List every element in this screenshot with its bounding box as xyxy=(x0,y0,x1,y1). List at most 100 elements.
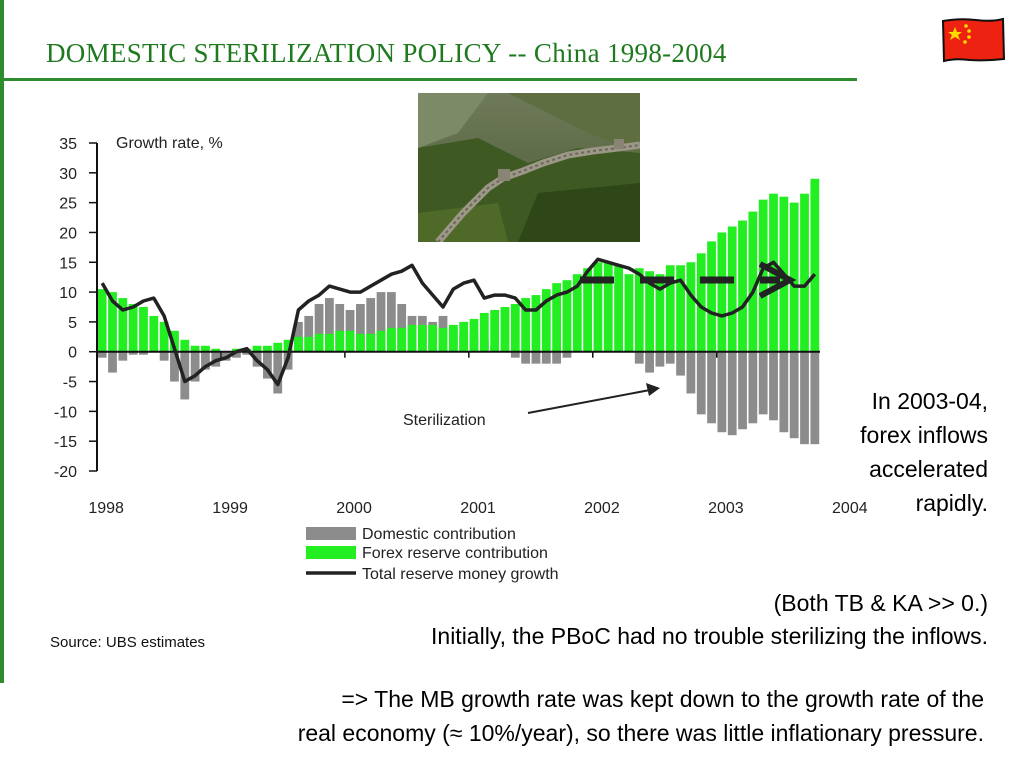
domestic-bar xyxy=(738,351,747,430)
forex-bar xyxy=(159,321,169,352)
domestic-bar xyxy=(139,351,148,355)
forex-bar xyxy=(469,318,479,352)
side-note: In 2003-04, forex inflows accelerated ra… xyxy=(860,388,988,516)
forex-bar xyxy=(541,289,551,352)
domestic-bar xyxy=(273,351,283,394)
domestic-bar xyxy=(108,351,117,373)
y-tick-label: 35 xyxy=(59,136,77,153)
forex-bar xyxy=(707,241,716,352)
forex-bar xyxy=(738,220,747,352)
domestic-bar xyxy=(386,292,396,352)
forex-bar xyxy=(97,289,107,352)
forex-bar xyxy=(335,330,345,352)
forex-bar xyxy=(139,307,148,352)
legend-swatch-forex xyxy=(306,546,356,559)
y-tick-label: -5 xyxy=(63,375,77,392)
forex-bar xyxy=(128,304,138,352)
slide-left-accent-bar xyxy=(0,0,4,683)
forex-bar xyxy=(376,330,386,352)
forex-bar xyxy=(676,265,685,352)
domestic-bar xyxy=(789,351,799,439)
forex-bar xyxy=(500,307,510,352)
forex-bar xyxy=(366,333,376,352)
forex-bar xyxy=(345,330,355,352)
domestic-bar xyxy=(727,351,737,436)
y-axis-label: Growth rate, % xyxy=(116,135,223,152)
domestic-bar xyxy=(201,351,210,370)
forex-bar xyxy=(531,295,541,352)
x-tick-label: 2001 xyxy=(460,500,496,517)
forex-bar xyxy=(417,324,427,352)
forex-bar xyxy=(407,324,417,352)
domestic-bar xyxy=(541,351,551,364)
forex-bar xyxy=(263,345,272,352)
y-tick-label: 20 xyxy=(59,225,77,242)
domestic-bar xyxy=(676,351,685,376)
note-pboc: Initially, the PBoC had no trouble steri… xyxy=(431,623,988,649)
forex-bar xyxy=(727,226,737,352)
forex-bar xyxy=(655,274,665,352)
forex-bar xyxy=(149,315,159,352)
forex-bar xyxy=(170,330,179,352)
conclusion-text: => The MB growth rate was kept down to t… xyxy=(298,682,984,750)
domestic-bar xyxy=(665,351,675,364)
forex-bar xyxy=(490,309,500,352)
domestic-bar xyxy=(634,351,644,364)
source-note: Source: UBS estimates xyxy=(50,634,206,651)
y-tick-label: -15 xyxy=(54,434,77,451)
y-tick-label: -10 xyxy=(54,404,77,421)
x-axis: 1998 1999 2000 2001 2002 2003 2004 xyxy=(88,351,868,517)
forex-bar xyxy=(118,298,128,352)
forex-bar xyxy=(428,324,438,352)
forex-bar xyxy=(180,339,190,352)
forex-bar xyxy=(552,283,562,352)
forex-bar xyxy=(190,345,200,352)
domestic-bar xyxy=(304,315,314,352)
forex-bar xyxy=(624,274,634,352)
china-flag-icon xyxy=(941,17,1006,63)
forex-bar xyxy=(634,268,644,352)
y-tick-label: 30 xyxy=(59,166,77,183)
great-wall-photo xyxy=(418,93,640,242)
domestic-bar xyxy=(335,304,345,352)
domestic-bar xyxy=(355,304,365,352)
forecast-dashed-arrow xyxy=(580,261,797,299)
domestic-bar xyxy=(521,351,531,364)
forex-bar xyxy=(562,280,572,352)
forex-bar xyxy=(717,232,727,352)
domestic-bar xyxy=(531,351,541,364)
legend-label-forex: Forex reserve contribution xyxy=(362,545,548,562)
domestic-bar xyxy=(128,351,138,355)
forex-bar xyxy=(748,211,758,352)
domestic-bar xyxy=(325,298,334,352)
forex-bar xyxy=(603,262,613,352)
total-reserve-money-line xyxy=(100,257,817,387)
domestic-bar xyxy=(263,351,272,379)
forex-bar xyxy=(108,292,117,352)
forex-bar xyxy=(283,339,293,352)
x-tick-label: 2003 xyxy=(708,500,744,517)
forex-bar xyxy=(510,304,520,352)
forex-bar xyxy=(459,321,469,352)
forex-bar xyxy=(810,178,820,352)
domestic-bar xyxy=(118,351,128,361)
domestic-bar xyxy=(810,351,820,445)
x-tick-label: 2002 xyxy=(584,500,620,517)
slide-title-main: DOMESTIC STERILIZATION POLICY xyxy=(46,38,502,68)
forex-bar xyxy=(201,345,210,352)
chart-legend: Domestic contribution Forex reserve cont… xyxy=(306,526,559,583)
domestic-bar xyxy=(314,304,324,352)
domestic-bar xyxy=(707,351,716,424)
slide-title-sub: -- China 1998-2004 xyxy=(508,38,727,68)
forex-bar xyxy=(614,265,623,352)
domestic-bar xyxy=(190,351,200,382)
domestic-bar xyxy=(717,351,727,433)
y-tick-label: 0 xyxy=(68,345,77,362)
conclusion-line-2: real economy (≈ 10%/year), so there was … xyxy=(297,720,984,746)
forex-bar xyxy=(294,336,303,352)
domestic-bar xyxy=(510,351,520,358)
forex-bar xyxy=(304,336,314,352)
legend-swatch-domestic xyxy=(306,527,356,540)
y-axis: 35 30 25 20 15 10 5 0 -5 -10 -15 -20 xyxy=(54,136,98,481)
